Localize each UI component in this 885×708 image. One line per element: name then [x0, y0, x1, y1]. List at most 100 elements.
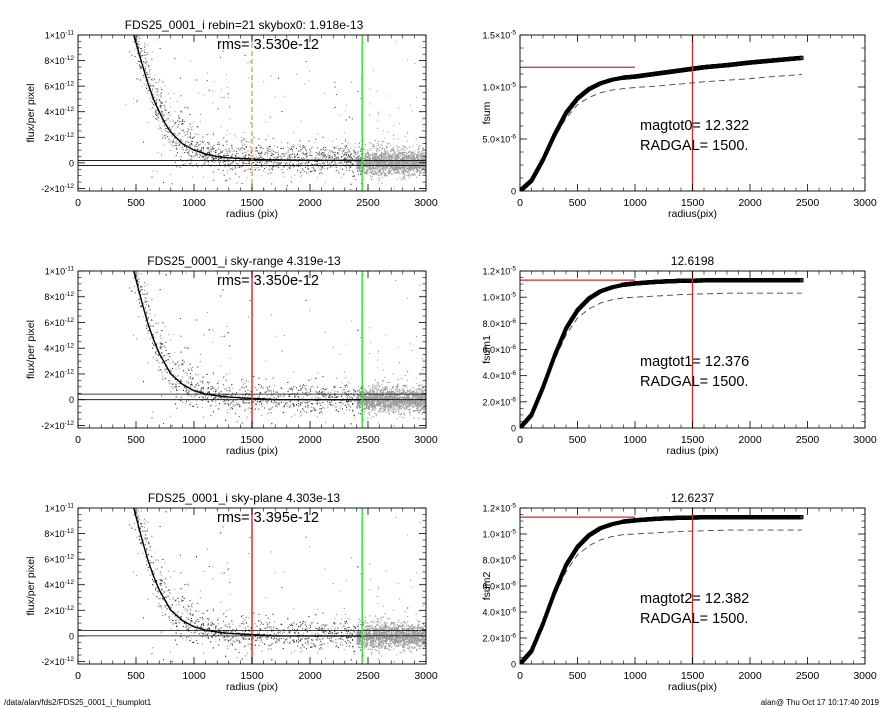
scatter-point: [372, 163, 374, 165]
scatter-point: [315, 169, 317, 171]
scatter-point: [146, 223, 147, 224]
scatter-point: [356, 162, 358, 164]
curve-marker: [799, 55, 804, 60]
scatter-point: [351, 158, 353, 160]
scatter-point: [374, 170, 376, 172]
scatter-point: [364, 157, 366, 159]
scatter-point: [397, 159, 399, 161]
scatter-point: [406, 156, 408, 158]
scatter-point: [254, 159, 256, 161]
scatter-point: [376, 142, 378, 144]
scatter-point: [186, 148, 188, 150]
scatter-point: [279, 162, 281, 164]
scatter-point: [353, 153, 355, 155]
scatter-point: [380, 144, 382, 146]
scatter-point: [315, 163, 317, 165]
scatter-point: [410, 165, 412, 167]
scatter-point: [410, 162, 412, 164]
scatter-point: [179, 143, 181, 145]
scatter-point: [332, 147, 334, 149]
scatter-point: [310, 171, 312, 173]
scatter-point: [127, 12, 128, 13]
scatter-point: [152, 116, 154, 118]
scatter-point: [359, 157, 361, 160]
scatter-point: [219, 163, 220, 165]
scatter-point: [420, 171, 422, 173]
scatter-point: [145, 73, 147, 75]
scatter-point: [277, 155, 279, 157]
scatter-point: [382, 167, 384, 169]
scatter-point: [190, 149, 192, 151]
scatter-point: [150, 320, 152, 322]
scatter-point: [326, 156, 327, 157]
scatter-point: [405, 169, 407, 171]
scatter-point: [215, 160, 217, 162]
scatter-point: [162, 81, 164, 83]
scatter-point: [366, 158, 368, 161]
scatter-point: [144, 46, 146, 48]
scatter-point: [203, 163, 205, 165]
scatter-point: [143, 141, 144, 143]
scatter-point: [305, 160, 307, 162]
scatter-point: [382, 148, 384, 150]
scatter-point: [146, 61, 148, 63]
scatter-point: [369, 164, 371, 166]
scatter-point: [211, 155, 213, 157]
scatter-point: [360, 170, 362, 172]
scatter-point: [375, 172, 377, 174]
scatter-point: [165, 137, 167, 139]
scatter-point: [368, 167, 370, 169]
scatter-point: [409, 155, 411, 157]
scatter-point: [341, 163, 343, 165]
scatter-point: [417, 164, 419, 166]
scatter-point: [222, 138, 224, 140]
scatter-point: [360, 172, 362, 174]
scatter-point: [348, 151, 350, 153]
scatter-point: [280, 156, 282, 158]
scatter-point: [162, 122, 164, 124]
scatter-point: [387, 169, 390, 172]
scatter-point: [173, 120, 174, 122]
scatter-point: [208, 142, 209, 144]
scatter-point: [366, 172, 368, 174]
scatter-point: [210, 151, 212, 153]
scatter-point: [409, 175, 411, 177]
scatter-point: [226, 140, 227, 142]
scatter-point: [285, 153, 287, 155]
scatter-point: [213, 161, 215, 163]
scatter-point: [338, 153, 340, 155]
scatter-point: [192, 144, 194, 146]
scatter-point: [212, 132, 214, 134]
scatter-point: [403, 152, 405, 154]
scatter-point: [137, 78, 139, 80]
scatter-point: [397, 165, 399, 167]
scatter-point: [305, 166, 306, 168]
scatter-point: [264, 168, 265, 170]
scatter-point: [363, 155, 365, 157]
scatter-point: [269, 116, 271, 118]
scatter-point: [213, 81, 215, 83]
scatter-point: [343, 157, 345, 159]
scatter-point: [217, 147, 219, 149]
scatter-point: [340, 148, 342, 150]
scatter-point: [268, 172, 270, 174]
scatter-point: [281, 162, 282, 164]
scatter-point: [334, 164, 336, 166]
scatter-point: [424, 215, 425, 216]
scatter-point: [166, 127, 168, 129]
scatter-point: [264, 152, 266, 154]
scatter-point: [249, 149, 251, 151]
scatter-point: [132, 11, 133, 12]
scatter-point: [357, 170, 359, 172]
scatter-point: [190, 163, 191, 165]
scatter-point: [144, 60, 146, 62]
scatter-point: [394, 168, 396, 171]
scatter-point: [402, 152, 403, 154]
scatter-point: [256, 167, 258, 169]
scatter-point: [353, 150, 355, 152]
scatter-point: [392, 163, 394, 165]
scatter-point: [218, 161, 220, 163]
scatter-point: [302, 168, 303, 170]
scatter-point: [235, 151, 237, 152]
scatter-point: [332, 140, 334, 142]
